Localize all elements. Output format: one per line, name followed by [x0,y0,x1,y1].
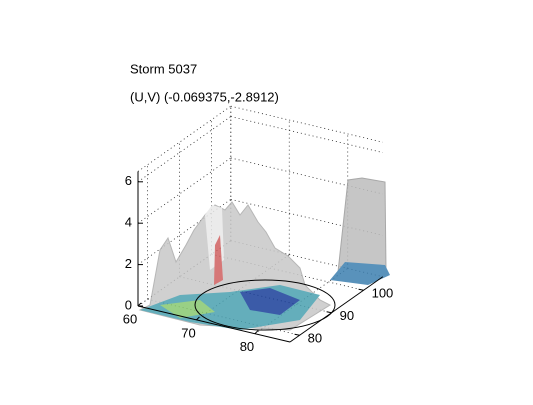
z-tick-label: 6 [125,173,132,188]
x-tick-label: 80 [240,339,254,354]
x-tick [196,316,200,321]
z-tick-label: 2 [125,256,132,271]
ellipse-contour [194,279,336,331]
z-tick-label: 0 [125,297,132,312]
x-tick [137,302,142,307]
chart-subtitle: (U,V) (-0.069375,-2.8912) [130,89,279,104]
z-tick-label: 4 [125,215,132,230]
floor-green [160,300,215,318]
grid-line [137,199,232,265]
surface-red [214,235,223,285]
x-tick-label: 60 [123,311,137,326]
y-axis [289,276,384,343]
grid-edge [137,105,232,172]
y-tick-label: 80 [308,331,322,346]
x-axis [137,305,291,343]
chart-title: Storm 5037 [130,61,197,76]
floor-deep [240,288,300,315]
surface [138,177,390,331]
floor-tower [330,262,390,285]
x-tick-label: 70 [181,325,195,340]
y-tick [326,311,332,314]
x-tick [254,330,259,335]
grid-line [137,116,232,183]
y-tick [358,288,364,291]
y-tick-label: 90 [340,308,354,323]
y-tick [294,333,300,336]
y-tick-label: 100 [372,286,394,301]
grid-line [137,157,232,224]
